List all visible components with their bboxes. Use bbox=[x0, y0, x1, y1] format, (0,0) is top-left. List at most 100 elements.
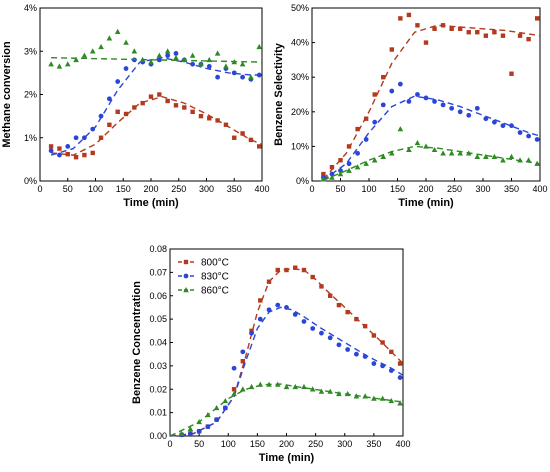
data-point-s830 bbox=[256, 72, 262, 78]
data-point-s800 bbox=[293, 265, 298, 270]
data-point-s830 bbox=[380, 363, 386, 369]
data-point-s830 bbox=[371, 361, 377, 366]
data-point-s800 bbox=[475, 30, 480, 35]
data-point-s800 bbox=[534, 16, 540, 21]
data-point-s860 bbox=[329, 174, 335, 180]
series-s860 bbox=[320, 126, 541, 182]
data-point-s860 bbox=[98, 43, 104, 50]
data-point-s800 bbox=[82, 152, 87, 158]
data-point-s830 bbox=[345, 347, 351, 352]
data-point-s800 bbox=[321, 171, 326, 177]
legend-label-s860: 860°C bbox=[201, 286, 229, 297]
fit-line-s860 bbox=[51, 57, 263, 63]
data-point-s860 bbox=[371, 395, 377, 401]
data-point-s860 bbox=[448, 150, 455, 156]
data-point-s860 bbox=[266, 381, 272, 387]
data-point-s860 bbox=[189, 52, 196, 58]
data-point-s800 bbox=[397, 361, 403, 366]
data-point-s830 bbox=[98, 113, 104, 119]
data-point-s830 bbox=[222, 405, 228, 411]
data-point-s830 bbox=[474, 105, 480, 111]
data-point-s830 bbox=[115, 79, 121, 84]
data-point-s830 bbox=[346, 161, 352, 167]
data-point-s860 bbox=[223, 63, 229, 69]
data-point-s830 bbox=[292, 312, 298, 317]
data-point-s860 bbox=[337, 171, 344, 177]
data-point-s860 bbox=[525, 157, 532, 163]
data-point-s800 bbox=[338, 158, 343, 163]
data-point-s860 bbox=[406, 146, 412, 153]
data-point-s800 bbox=[500, 33, 506, 38]
data-point-s860 bbox=[248, 74, 254, 80]
data-point-s800 bbox=[232, 135, 237, 140]
data-point-s830 bbox=[354, 351, 359, 357]
data-point-s800 bbox=[398, 16, 403, 21]
data-point-s800 bbox=[157, 92, 162, 97]
data-point-s800 bbox=[148, 94, 154, 99]
data-point-s830 bbox=[73, 135, 79, 141]
data-point-s800 bbox=[346, 144, 352, 149]
data-point-s800 bbox=[223, 122, 229, 127]
data-point-s830 bbox=[249, 330, 254, 336]
data-point-s830 bbox=[214, 417, 220, 423]
series-s860 bbox=[169, 381, 404, 437]
data-point-s800 bbox=[362, 323, 368, 329]
data-point-s830 bbox=[449, 105, 455, 111]
plot-frame bbox=[311, 7, 541, 182]
data-point-s860 bbox=[397, 400, 403, 406]
x-axis-label: Time (min) bbox=[259, 452, 315, 464]
data-point-s830 bbox=[327, 335, 333, 341]
data-point-s830 bbox=[106, 96, 112, 102]
data-point-s800 bbox=[449, 26, 454, 31]
data-point-s860 bbox=[508, 153, 515, 159]
data-point-s800 bbox=[173, 103, 179, 108]
x-tick-label: 150 bbox=[116, 184, 131, 194]
series-s860 bbox=[48, 28, 263, 80]
data-point-s830 bbox=[48, 148, 54, 154]
data-point-s800 bbox=[354, 316, 359, 322]
benzene-concentration-chart: 0 50 100 150 200 250 300 350 400 0.00 0.01 0.02 0.03… bbox=[131, 244, 411, 464]
x-tick-label: 50 bbox=[335, 184, 345, 194]
data-point-s830 bbox=[483, 116, 489, 122]
data-point-s830 bbox=[440, 102, 446, 108]
data-point-s800 bbox=[215, 118, 220, 123]
data-point-s860 bbox=[292, 383, 299, 390]
data-point-s830 bbox=[206, 63, 212, 69]
x-tick-label: 400 bbox=[532, 184, 547, 194]
data-point-s860 bbox=[414, 139, 421, 146]
methane-conversion-chart: 0 50 100 150 200 250 300 350 400 0% 1% 2% 3% 4% Time (… bbox=[1, 3, 270, 209]
data-point-s800 bbox=[275, 267, 280, 273]
y-tick-label: 30% bbox=[291, 72, 309, 82]
data-point-s800 bbox=[240, 131, 245, 136]
data-point-s860 bbox=[56, 63, 63, 69]
x-tick-label: 100 bbox=[221, 439, 236, 449]
data-point-s800 bbox=[372, 92, 377, 97]
x-axis-label: Time (min) bbox=[123, 197, 179, 209]
x-tick-label: 100 bbox=[88, 184, 103, 194]
data-point-s860 bbox=[178, 430, 185, 436]
y-tick-label: 0.06 bbox=[149, 291, 167, 301]
data-point-s800 bbox=[483, 33, 489, 38]
data-point-s830 bbox=[231, 365, 237, 371]
data-point-s860 bbox=[380, 153, 387, 159]
data-point-s800 bbox=[458, 26, 463, 31]
data-point-s830 bbox=[380, 102, 386, 108]
data-point-s860 bbox=[354, 164, 361, 170]
data-point-s800 bbox=[90, 150, 95, 156]
x-tick-label: 200 bbox=[279, 439, 294, 449]
data-point-s860 bbox=[198, 61, 204, 67]
data-point-s800 bbox=[355, 126, 360, 132]
data-point-s800 bbox=[526, 36, 531, 42]
x-axis-label: Time (min) bbox=[398, 197, 454, 209]
data-point-s860 bbox=[106, 35, 113, 41]
data-point-s860 bbox=[239, 61, 246, 67]
data-point-s860 bbox=[139, 56, 146, 63]
data-point-s860 bbox=[534, 160, 540, 166]
data-point-s860 bbox=[164, 48, 171, 54]
data-point-s800 bbox=[327, 293, 333, 298]
legend-marker-s800 bbox=[183, 259, 189, 265]
data-point-s800 bbox=[406, 12, 412, 18]
data-point-s800 bbox=[73, 155, 79, 160]
data-point-s800 bbox=[415, 23, 420, 28]
data-point-s860 bbox=[309, 386, 316, 392]
